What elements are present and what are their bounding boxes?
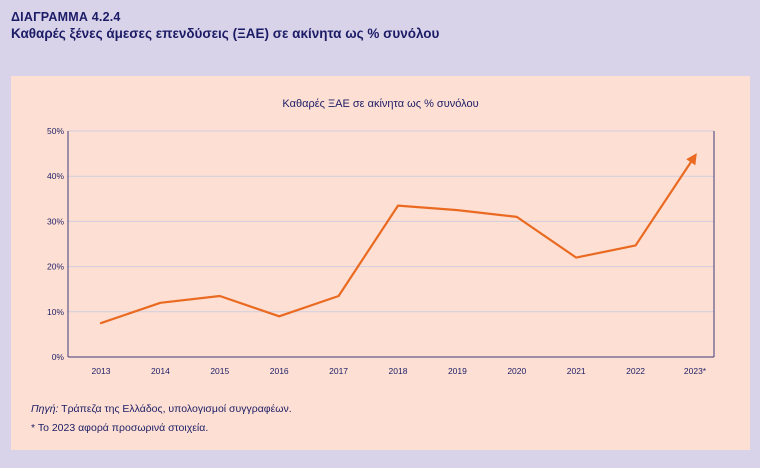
y-tick-label: 0% <box>52 352 65 362</box>
chart-panel: Καθαρές ΞΑΕ σε ακίνητα ως % συνόλου 0% 10… <box>11 76 750 450</box>
figure-title: Καθαρές ξένες άμεσες επενδύσεις (ΞΑΕ) σε… <box>11 26 440 41</box>
x-tick-label: 2020 <box>507 366 526 376</box>
x-tick-label: 2018 <box>389 366 408 376</box>
x-tick-label: 2019 <box>448 366 467 376</box>
line-chart: 0% 10% 20% 30% 40% 50% 2013 2014 2015 2016 2017 201… <box>47 126 715 376</box>
source-note: Πηγή: Τράπεζα της Ελλάδος, υπολογισμοί σ… <box>31 403 292 415</box>
y-tick-label: 40% <box>47 171 64 181</box>
x-tick-label: 2021 <box>567 366 586 376</box>
x-tick-label: 2017 <box>329 366 348 376</box>
y-tick-label: 10% <box>47 307 64 317</box>
figure-heading: ΔΙΑΓΡΑΜΜΑ 4.2.4 Καθαρές ξένες άμεσες επε… <box>11 10 439 41</box>
footnote-text: Το 2023 αφορά προσωρινά στοιχεία. <box>35 422 209 434</box>
footnote: * Το 2023 αφορά προσωρινά στοιχεία. <box>31 422 208 434</box>
y-tick-label: 30% <box>47 216 64 226</box>
x-tick-label: 2023* <box>684 366 707 376</box>
source-text: Τράπεζα της Ελλάδος, υπολογισμοί συγγραφ… <box>58 403 292 415</box>
y-tick-label: 20% <box>47 262 64 272</box>
series-line <box>99 153 697 325</box>
x-tick-label: 2015 <box>210 366 229 376</box>
footnote-mark: * <box>31 422 36 434</box>
x-tick-label: 2016 <box>270 366 289 376</box>
source-label: Πηγή: <box>31 403 59 415</box>
figure-number: ΔΙΑΓΡΑΜΜΑ 4.2.4 <box>11 10 121 24</box>
x-tick-label: 2013 <box>92 366 111 376</box>
chart-title: Καθαρές ΞΑΕ σε ακίνητα ως % συνόλου <box>282 98 479 110</box>
y-tick-label: 50% <box>47 126 64 136</box>
x-tick-label: 2014 <box>151 366 170 376</box>
x-tick-label: 2022 <box>626 366 645 376</box>
